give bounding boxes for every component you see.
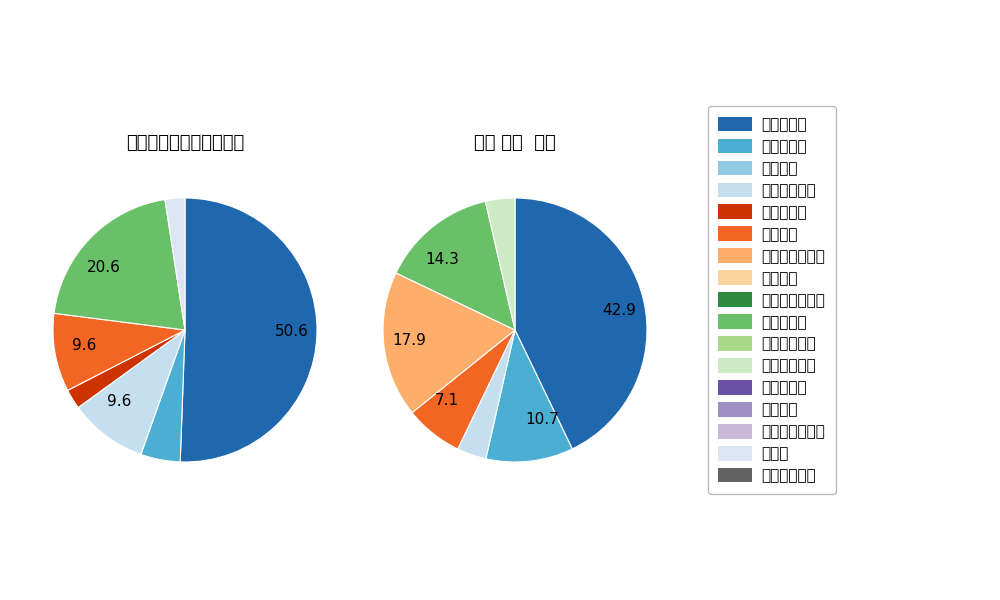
Wedge shape bbox=[78, 330, 185, 454]
Text: 9.6: 9.6 bbox=[107, 394, 131, 409]
Text: 20.6: 20.6 bbox=[87, 260, 121, 275]
Text: 10.7: 10.7 bbox=[525, 412, 559, 427]
Text: 50.6: 50.6 bbox=[275, 324, 309, 339]
Title: パ・リーグ全プレイヤー: パ・リーグ全プレイヤー bbox=[126, 134, 244, 152]
Wedge shape bbox=[383, 273, 515, 413]
Text: 17.9: 17.9 bbox=[392, 333, 426, 348]
Wedge shape bbox=[485, 198, 515, 330]
Wedge shape bbox=[486, 330, 572, 462]
Wedge shape bbox=[458, 330, 515, 459]
Title: 淺間 大基  選手: 淺間 大基 選手 bbox=[474, 134, 556, 152]
Text: 14.3: 14.3 bbox=[425, 253, 459, 268]
Text: 9.6: 9.6 bbox=[72, 338, 97, 353]
Wedge shape bbox=[141, 330, 185, 462]
Wedge shape bbox=[53, 313, 185, 391]
Text: 42.9: 42.9 bbox=[603, 302, 636, 317]
Wedge shape bbox=[412, 330, 515, 449]
Legend: ストレート, ツーシーム, シュート, カットボール, スプリット, フォーク, チェンジアップ, シンカー, 高速スライダー, スライダー, 縦スライダー, : ストレート, ツーシーム, シュート, カットボール, スプリット, フォーク,… bbox=[708, 106, 836, 494]
Wedge shape bbox=[180, 198, 317, 462]
Wedge shape bbox=[515, 198, 647, 449]
Wedge shape bbox=[68, 330, 185, 407]
Wedge shape bbox=[396, 202, 515, 330]
Wedge shape bbox=[165, 198, 185, 330]
Wedge shape bbox=[54, 200, 185, 330]
Text: 7.1: 7.1 bbox=[435, 393, 459, 408]
